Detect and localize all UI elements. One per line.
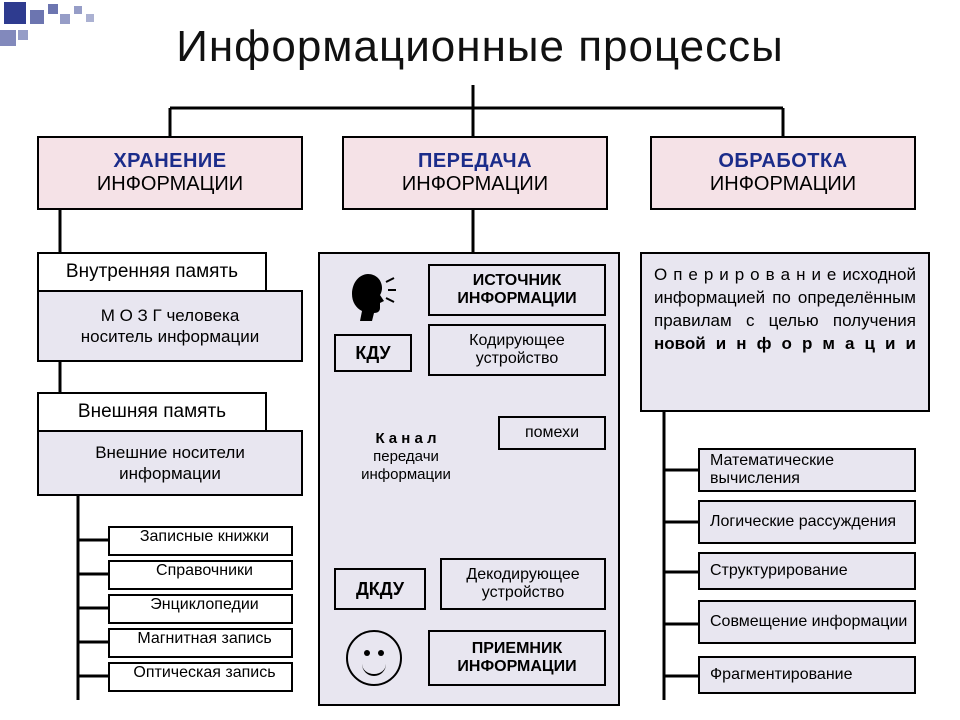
internal-memory-body-l1: М О З Г человека xyxy=(101,305,240,326)
kdu-box: КДУ xyxy=(334,334,412,372)
channel-l2: передачи xyxy=(356,448,456,466)
media-item-1: Справочники xyxy=(108,560,293,590)
dkdu-box: ДКДУ xyxy=(334,568,426,610)
internal-memory-head: Внутренняя память xyxy=(37,252,267,292)
speaker-head-icon xyxy=(346,270,398,322)
method-4: Фрагментирование xyxy=(698,656,916,694)
branch-transfer: ПЕРЕДАЧА ИНФОРМАЦИИ xyxy=(342,136,608,210)
channel-label: К а н а л передачи информации xyxy=(356,430,456,484)
method-0: Математические вычисления xyxy=(698,448,916,492)
branch-storage-sub: ИНФОРМАЦИИ xyxy=(97,173,243,196)
dkdu-desc-box: Декодирующее устройство xyxy=(440,558,606,610)
internal-memory-body: М О З Г человека носитель информации xyxy=(37,290,303,362)
method-2: Структурирование xyxy=(698,552,916,590)
channel-l1: К а н а л xyxy=(356,430,456,448)
external-memory-body-l1: Внешние носители xyxy=(95,442,245,463)
channel-l3: информации xyxy=(356,466,456,484)
branch-transfer-sub: ИНФОРМАЦИИ xyxy=(402,173,548,196)
branch-processing-title: ОБРАБОТКА xyxy=(718,150,847,173)
external-memory-head: Внешняя память xyxy=(37,392,267,432)
media-item-0: Записные книжки xyxy=(108,526,293,556)
external-memory-body-l2: информации xyxy=(119,463,221,484)
smiley-icon xyxy=(346,630,402,686)
kdu-desc-box: Кодирующее устройство xyxy=(428,324,606,376)
processing-definition: О п е р и р о в а н и е исходной информа… xyxy=(640,252,930,412)
media-item-2: Энциклопедии xyxy=(108,594,293,624)
method-1: Логические рассуждения xyxy=(698,500,916,544)
internal-memory-body-l2: носитель информации xyxy=(81,326,259,347)
media-item-3: Магнитная запись xyxy=(108,628,293,658)
source-box: ИСТОЧНИК ИНФОРМАЦИИ xyxy=(428,264,606,316)
external-memory-body: Внешние носители информации xyxy=(37,430,303,496)
branch-storage: ХРАНЕНИЕ ИНФОРМАЦИИ xyxy=(37,136,303,210)
branch-storage-title: ХРАНЕНИЕ xyxy=(113,150,226,173)
receiver-box: ПРИЕМНИК ИНФОРМАЦИИ xyxy=(428,630,606,686)
branch-processing-sub: ИНФОРМАЦИИ xyxy=(710,173,856,196)
branch-transfer-title: ПЕРЕДАЧА xyxy=(418,150,532,173)
media-item-4: Оптическая запись xyxy=(108,662,293,692)
noise-box: помехи xyxy=(498,416,606,450)
branch-processing: ОБРАБОТКА ИНФОРМАЦИИ xyxy=(650,136,916,210)
page-title: Информационные процессы xyxy=(0,22,960,72)
processing-definition-text: О п е р и р о в а н и е исходной информа… xyxy=(654,265,916,353)
method-3: Совмещение информации xyxy=(698,600,916,644)
